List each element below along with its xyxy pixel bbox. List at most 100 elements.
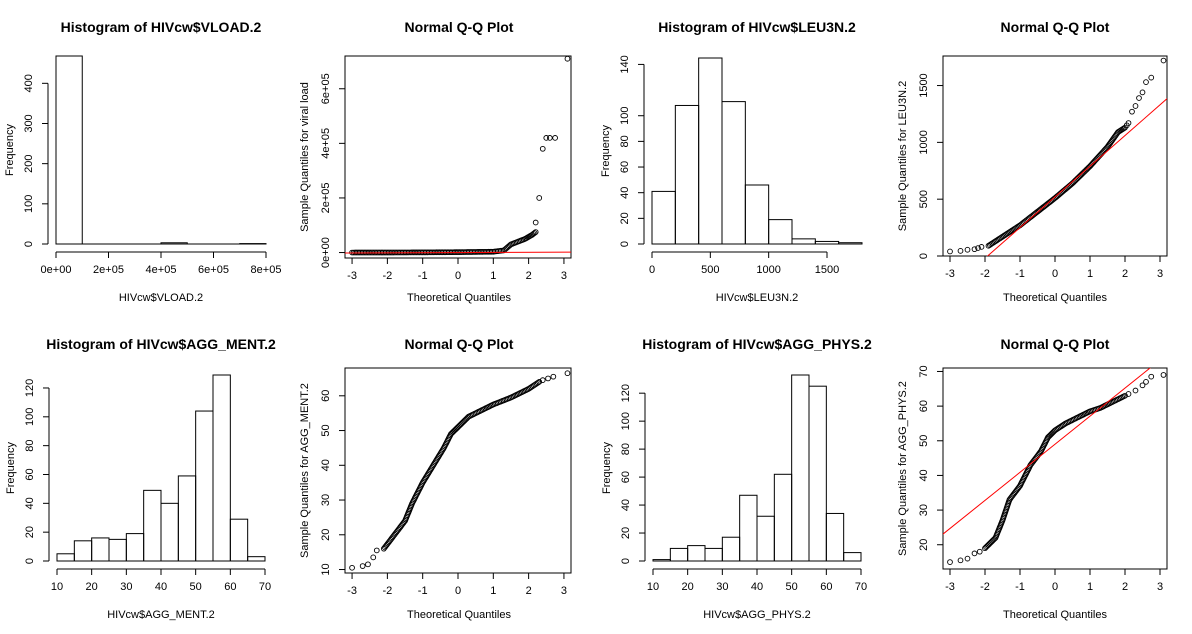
y-tick-label: 120 (24, 379, 36, 397)
x-tick-label: 1500 (815, 264, 839, 276)
qq-point (550, 373, 557, 380)
chart-title: Histogram of HIVcw$AGG_MENT.2 (46, 336, 276, 352)
qq-point (531, 230, 538, 236)
x-tick-label: -2 (980, 581, 990, 593)
x-tick-label: 3 (1157, 268, 1163, 280)
x-tick-label: 3 (1157, 581, 1163, 593)
chart-title: Normal Q-Q Plot (1001, 19, 1110, 35)
qq-point (543, 135, 550, 141)
qq-point (365, 561, 371, 568)
x-tick-label: 500 (701, 264, 719, 276)
qq-point (971, 246, 978, 253)
qq-point (564, 56, 571, 62)
histogram-bar (651, 190, 676, 245)
chart-panel-1: Histogram of HIVcw$VLOAD.2 HIVcw$VLOAD.2 F… (4, 19, 281, 304)
y-tick-label: 10 (320, 563, 332, 575)
histogram-bar (721, 536, 741, 562)
y-tick-label: 100 (23, 195, 35, 213)
qq-point (349, 564, 355, 571)
histogram-bar (791, 374, 810, 562)
qq-point (976, 548, 983, 555)
y-tick-label: 30 (918, 504, 930, 516)
y-tick-label: 20 (24, 526, 36, 538)
y-tick-label: 100 (619, 107, 631, 125)
x-axis-label: Theoretical Quantiles (407, 609, 511, 621)
x-tick-label: 60 (820, 581, 832, 593)
y-tick-label: 0 (619, 241, 631, 247)
qq-point (373, 547, 380, 554)
histogram-bar (744, 184, 770, 245)
x-tick-label: 2e+05 (93, 264, 124, 276)
y-tick-label: 60 (918, 400, 930, 412)
histogram-bar (195, 410, 214, 562)
y-tick-label: 50 (918, 435, 930, 447)
x-tick-label: 3 (561, 585, 567, 597)
x-axis-label: Theoretical Quantiles (407, 292, 511, 304)
histogram-bar (73, 540, 93, 562)
chart-panel-4: Normal Q-Q Plot Theoretical Quantiles Samp… (897, 19, 1168, 304)
qq-point (1143, 79, 1149, 85)
x-axis-label: HIVcw$AGG_PHYS.2 (703, 609, 811, 621)
histogram-bar (739, 494, 758, 562)
x-axis-label: HIVcw$AGG_MENT.2 (107, 609, 215, 621)
chart-panel-8: Normal Q-Q Plot Theoretical Quantiles Samp… (897, 336, 1168, 621)
y-axis-label: Frequency (5, 442, 17, 494)
y-tick-label: 60 (24, 468, 36, 480)
histogram-bar (704, 547, 723, 562)
qq-point (1125, 391, 1132, 397)
histogram-bar (814, 240, 840, 245)
qq-points-group (345, 56, 571, 256)
histogram-bar (838, 242, 863, 245)
qq-point (564, 370, 571, 377)
chart-panel-2: Normal Q-Q Plot Theoretical Quantiles Samp… (299, 19, 572, 304)
qq-point (552, 135, 558, 141)
qq-point (1160, 57, 1167, 64)
histogram-bar (125, 533, 145, 562)
y-axis-label: Sample Quantiles for AGG_PHYS.2 (897, 381, 909, 556)
plot-frame (344, 367, 572, 574)
qq-point (539, 145, 546, 152)
x-tick-label: 20 (682, 581, 694, 593)
qq-reference-line (943, 368, 1151, 535)
histogram-bar (177, 475, 197, 562)
qq-point (532, 219, 539, 226)
qq-point (964, 246, 971, 253)
y-tick-label: 200 (23, 154, 35, 172)
x-tick-label: 0 (455, 270, 461, 282)
chart-title: Normal Q-Q Plot (405, 19, 514, 35)
plot-frame (942, 367, 1168, 570)
y-tick-label: 20 (320, 529, 332, 541)
y-tick-label: 40 (619, 187, 631, 199)
y-tick-label: 120 (620, 384, 632, 402)
y-tick-label: 80 (619, 135, 631, 147)
chart-title: Histogram of HIVcw$AGG_PHYS.2 (642, 336, 872, 352)
y-axis-label: Sample Quantiles for viral load (299, 82, 311, 232)
x-tick-label: 2 (526, 585, 532, 597)
y-axis-label: Sample Quantiles for AGG_MENT.2 (299, 383, 311, 558)
histogram-bar (791, 238, 816, 245)
x-tick-label: 30 (120, 581, 132, 593)
qq-point (546, 135, 553, 141)
histogram-bar (674, 104, 700, 245)
x-tick-label: -3 (945, 268, 955, 280)
chart-title: Histogram of HIVcw$VLOAD.2 (61, 19, 262, 35)
x-tick-label: 1 (490, 270, 496, 282)
x-tick-label: 60 (224, 581, 236, 593)
x-tick-label: 2 (526, 270, 532, 282)
qq-point (1132, 387, 1139, 394)
y-axis-label: Sample Quantiles for LEU3N.2 (897, 81, 909, 231)
y-tick-label: 20 (620, 527, 632, 539)
histogram-bar (698, 57, 723, 245)
y-axis-label: Frequency (601, 442, 613, 494)
plot-frame (344, 55, 572, 259)
histogram-bar (687, 545, 706, 562)
qq-point (971, 550, 978, 557)
x-tick-label: 40 (751, 581, 763, 593)
qq-point (359, 563, 366, 569)
qq-point (535, 379, 541, 386)
x-tick-label: 10 (647, 581, 659, 593)
x-tick-label: 40 (155, 581, 167, 593)
x-tick-label: -1 (418, 585, 428, 597)
y-tick-label: 100 (24, 408, 36, 426)
qq-point (947, 248, 953, 255)
